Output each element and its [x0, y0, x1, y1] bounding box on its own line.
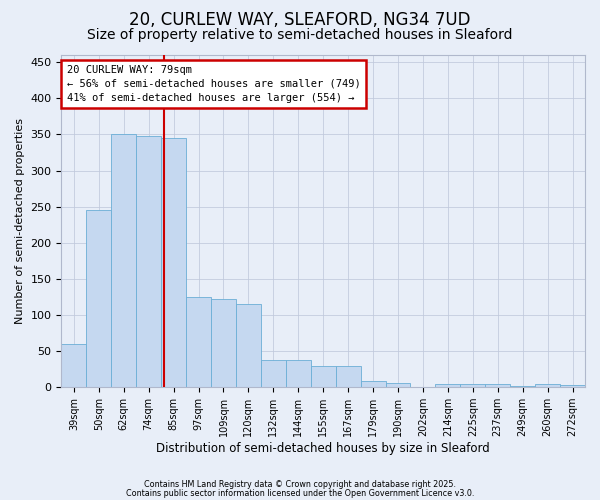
- Bar: [61, 344, 86, 387]
- Y-axis label: Number of semi-detached properties: Number of semi-detached properties: [15, 118, 25, 324]
- Bar: [86, 210, 111, 387]
- Bar: [236, 304, 261, 387]
- Bar: [460, 384, 485, 387]
- Bar: [560, 385, 585, 387]
- Bar: [510, 386, 535, 387]
- Bar: [485, 384, 510, 387]
- Bar: [361, 382, 386, 387]
- Bar: [535, 384, 560, 387]
- Bar: [386, 383, 410, 387]
- Text: Contains HM Land Registry data © Crown copyright and database right 2025.: Contains HM Land Registry data © Crown c…: [144, 480, 456, 489]
- Bar: [111, 134, 136, 387]
- Bar: [436, 384, 460, 387]
- Bar: [186, 297, 211, 387]
- Text: 20 CURLEW WAY: 79sqm
← 56% of semi-detached houses are smaller (749)
41% of semi: 20 CURLEW WAY: 79sqm ← 56% of semi-detac…: [67, 65, 361, 103]
- Bar: [136, 136, 161, 387]
- Bar: [211, 299, 236, 387]
- X-axis label: Distribution of semi-detached houses by size in Sleaford: Distribution of semi-detached houses by …: [157, 442, 490, 455]
- Text: Contains public sector information licensed under the Open Government Licence v3: Contains public sector information licen…: [126, 488, 474, 498]
- Text: 20, CURLEW WAY, SLEAFORD, NG34 7UD: 20, CURLEW WAY, SLEAFORD, NG34 7UD: [129, 11, 471, 29]
- Bar: [286, 360, 311, 387]
- Bar: [311, 366, 335, 387]
- Bar: [335, 366, 361, 387]
- Text: Size of property relative to semi-detached houses in Sleaford: Size of property relative to semi-detach…: [87, 28, 513, 42]
- Bar: [261, 360, 286, 387]
- Bar: [161, 138, 186, 387]
